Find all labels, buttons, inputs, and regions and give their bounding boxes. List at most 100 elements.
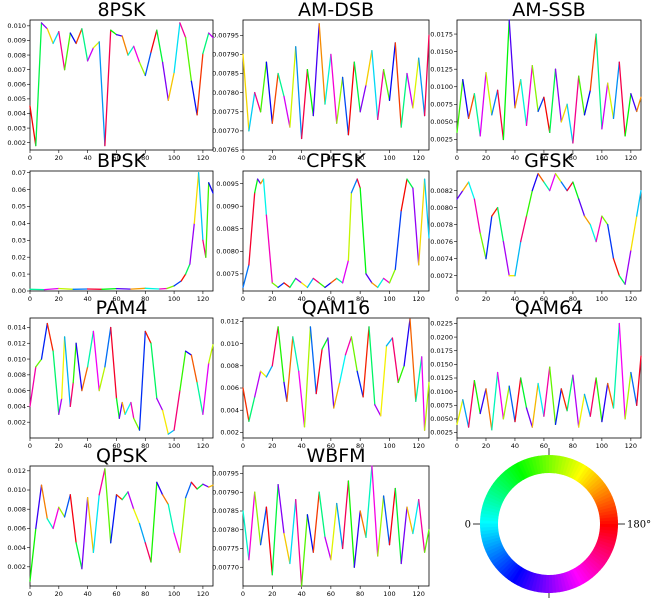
y-tick-label: 0.02 — [12, 253, 26, 261]
series-segment — [127, 45, 135, 56]
y-tick-label: 0.00770 — [212, 563, 239, 571]
panel-am-ssb: AM-SSB 0 20 40 60 80 100 120 0.0025 0.0050 0.0075 0… — [430, 0, 642, 162]
x-tick-label: 0 — [455, 295, 459, 303]
color-wheel-segment — [508, 465, 522, 483]
series-segment — [479, 388, 487, 415]
color-wheel-segment — [482, 502, 501, 511]
color-wheel-segment — [493, 480, 510, 495]
x-tick-label: 100 — [383, 590, 395, 598]
x-tick-label: 100 — [596, 442, 608, 450]
y-tick-label: 0.00775 — [212, 108, 239, 116]
series-segment — [189, 222, 195, 265]
x-tick-label: 60 — [112, 590, 120, 598]
color-wheel-segment — [561, 572, 571, 591]
series-segment — [572, 374, 580, 428]
series-segment — [636, 355, 642, 406]
series-segment — [283, 282, 291, 289]
x-tick-label: 100 — [168, 442, 180, 450]
series-segment — [572, 181, 580, 200]
series-segment — [86, 330, 95, 368]
x-tick-label: 80 — [569, 442, 577, 450]
y-tick-label: 0.00790 — [212, 488, 239, 496]
series-segment — [525, 407, 533, 428]
series-segment — [184, 350, 193, 356]
series-segment — [63, 494, 71, 518]
series-segment — [347, 192, 353, 261]
series-segment — [52, 506, 60, 530]
series-segment — [52, 350, 60, 415]
y-tick-label: 0.00795 — [212, 31, 239, 39]
color-wheel-segment — [589, 551, 607, 565]
series-segment — [356, 370, 364, 398]
series-segment — [502, 240, 510, 277]
series-segment — [374, 404, 382, 417]
series-segment — [333, 381, 341, 409]
series-segment — [636, 96, 642, 113]
series-segment — [339, 354, 347, 384]
series-segment — [254, 178, 259, 194]
series-segment — [473, 380, 481, 415]
x-tick-label: 40 — [297, 295, 305, 303]
series-segment — [35, 484, 43, 530]
series-segment — [58, 506, 66, 518]
series-segment — [242, 264, 250, 289]
x-tick-label: 80 — [141, 154, 149, 162]
series-segment — [86, 47, 95, 62]
series-segment — [397, 365, 405, 384]
series-segment — [277, 484, 285, 535]
series-segment — [35, 22, 43, 147]
series-segment — [601, 82, 609, 130]
series-segment — [324, 536, 332, 561]
y-tick-label: 0.004 — [7, 403, 26, 411]
series-line — [242, 465, 430, 587]
y-tick-label: 0.010 — [220, 340, 239, 348]
color-wheel-segment — [534, 455, 542, 475]
color-wheel-segment — [562, 457, 571, 476]
series-segment — [190, 354, 198, 384]
series-segment — [423, 34, 430, 117]
y-tick-label: 0.006 — [220, 384, 239, 392]
series-segment — [341, 76, 350, 136]
x-tick-label: 80 — [356, 154, 364, 162]
series-segment — [409, 318, 417, 402]
series-segment — [554, 68, 562, 123]
x-tick-label: 100 — [383, 154, 395, 162]
series-segment — [456, 399, 464, 426]
series-segment — [394, 487, 402, 565]
panel-title: GFSK — [524, 150, 574, 172]
y-tick-label: 0.0075 — [216, 270, 239, 278]
color-wheel-segment — [485, 492, 504, 504]
x-tick-label: 100 — [168, 590, 180, 598]
series-segment — [525, 189, 533, 217]
series-segment — [115, 397, 120, 419]
series-segment — [92, 330, 100, 392]
x-tick-label: 100 — [383, 295, 395, 303]
series-segment — [473, 198, 481, 234]
y-tick-label: 0.0075 — [430, 101, 453, 109]
series-segment — [75, 28, 83, 45]
series-segment — [371, 49, 379, 121]
series-segment — [365, 465, 373, 538]
color-wheel-segment — [483, 539, 502, 549]
series-segment — [543, 181, 551, 192]
series-segment — [356, 178, 361, 189]
series-segment — [40, 22, 48, 30]
series-segment — [271, 72, 279, 124]
series-segment — [265, 506, 273, 576]
series-segment — [330, 502, 338, 561]
x-tick-label: 60 — [327, 590, 335, 598]
y-tick-label: 0.0100 — [430, 83, 453, 91]
y-tick-label: 0.04 — [12, 220, 26, 228]
color-wheel-segment — [598, 506, 617, 514]
color-wheel-segment — [582, 560, 598, 576]
y-tick-label: 0.010 — [7, 486, 26, 494]
y-tick-label: 0.0025 — [430, 136, 453, 144]
series-segment — [58, 287, 74, 290]
series-segment — [578, 198, 586, 217]
color-wheel-segment — [510, 566, 524, 584]
series-segment — [262, 178, 268, 216]
series-segment — [531, 382, 539, 428]
series-segment — [359, 187, 367, 275]
y-tick-label: 0.00770 — [212, 127, 239, 135]
series-segment — [161, 409, 169, 435]
